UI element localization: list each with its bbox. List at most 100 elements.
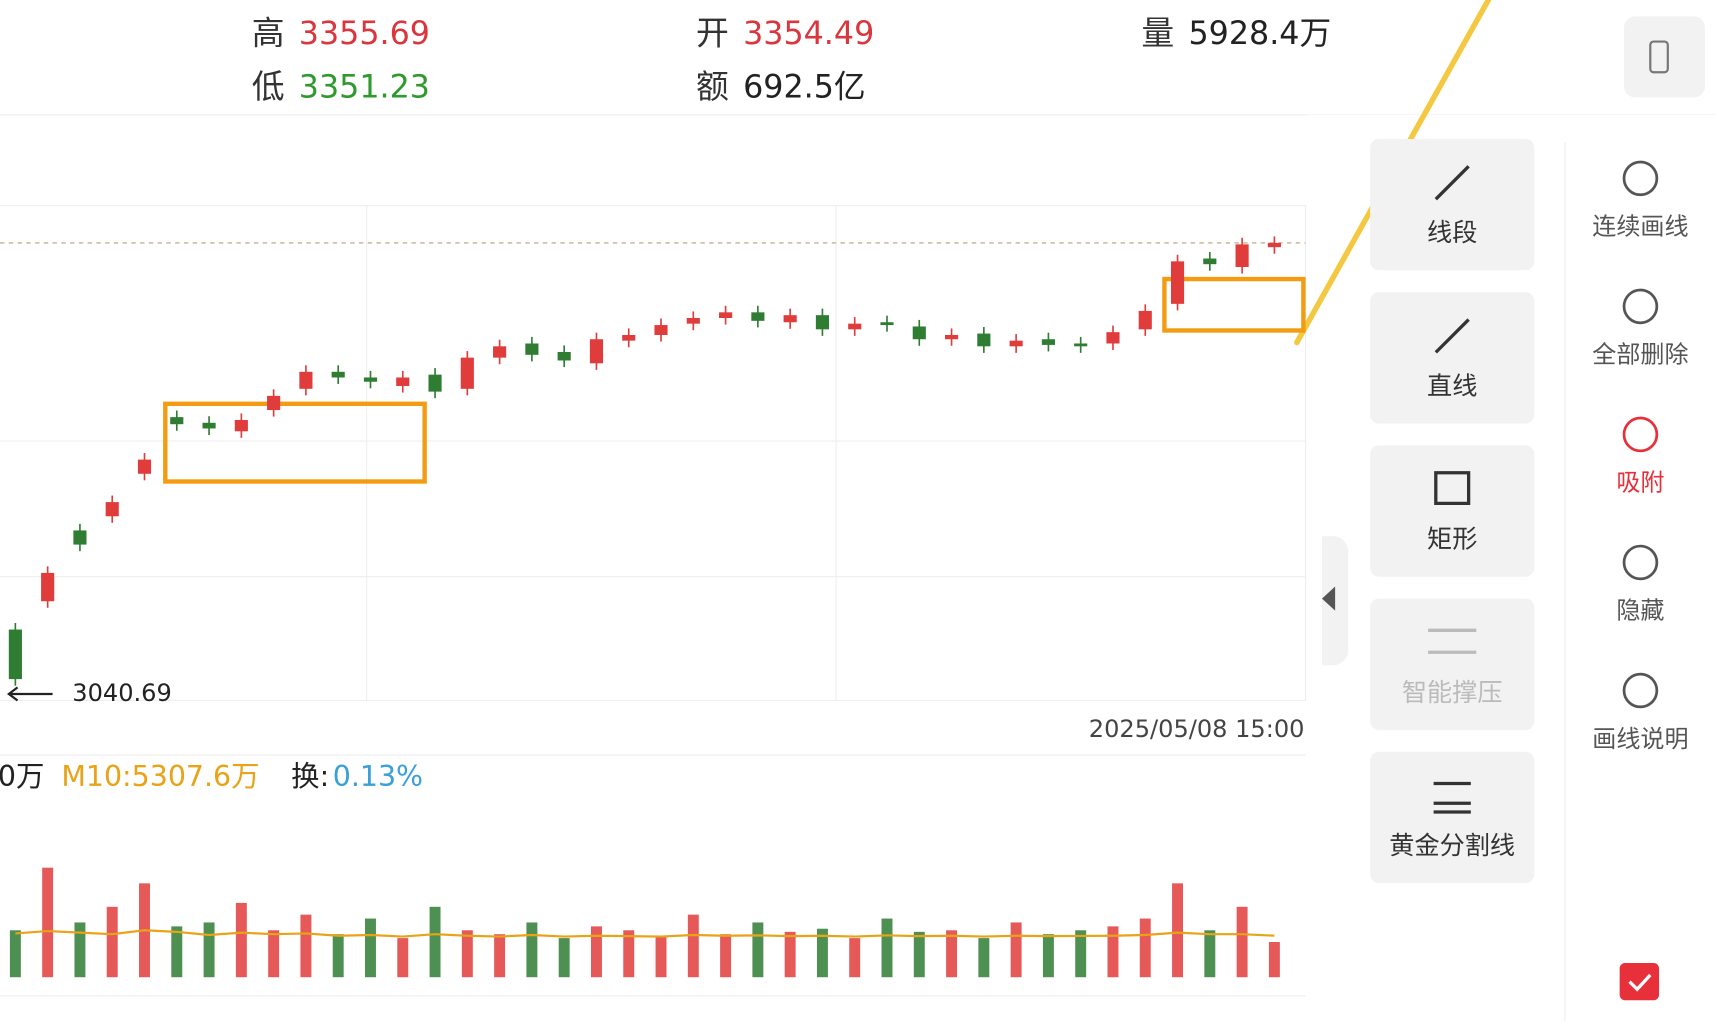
volume-bar (913, 931, 925, 978)
candle-body (1138, 310, 1152, 330)
side-icon[interactable] (1622, 672, 1659, 709)
rectangle-drawing (1162, 276, 1306, 333)
side-label: 吸附 (1616, 469, 1664, 497)
tool-label: 线段 (1427, 218, 1477, 247)
volume-bar (494, 934, 506, 978)
volume-bar (1236, 906, 1248, 978)
low-arrow (6, 686, 53, 702)
confirm-button[interactable] (1619, 963, 1660, 1001)
tool-button[interactable] (1370, 445, 1535, 577)
candle-body (105, 502, 119, 517)
volume-bar (816, 928, 828, 978)
volume-bar (74, 922, 86, 978)
candle-body (202, 422, 216, 429)
candle-body (848, 323, 862, 330)
stat-label: 量 (1141, 15, 1174, 53)
rectangle-drawing (163, 401, 427, 484)
candle-body (331, 371, 345, 378)
side-icon[interactable] (1622, 160, 1659, 197)
candle-body (493, 346, 507, 358)
candle-body (363, 377, 378, 382)
volume-bar (752, 922, 764, 978)
volume-bar (558, 938, 570, 978)
volume-bar (1268, 942, 1280, 978)
candle-body (589, 339, 604, 364)
candle-body (1203, 258, 1217, 265)
candle-body (1267, 242, 1281, 248)
tool-icon (1428, 628, 1477, 654)
volume-bar (300, 914, 312, 978)
tool-label: 智能撑压 (1402, 678, 1503, 707)
candle-body (460, 357, 474, 389)
stat-value: 3354.49 (743, 16, 874, 52)
volume-bar (1107, 926, 1119, 978)
volume-bar (461, 930, 473, 978)
stat-label: 额 (696, 68, 729, 106)
candle-body (815, 315, 830, 330)
candle-body (880, 322, 894, 326)
tool-button[interactable] (1370, 138, 1535, 271)
candle-body (1106, 332, 1120, 344)
tool-icon (1434, 165, 1470, 201)
volume-bar (978, 938, 990, 978)
tool-button[interactable] (1370, 292, 1535, 424)
tool-icon (1434, 318, 1470, 354)
candle-body (234, 419, 248, 432)
candle-body (977, 333, 991, 347)
volume-bar (687, 914, 699, 978)
volume-bar (1010, 922, 1022, 978)
volume-bar (332, 934, 344, 978)
candle-body (719, 312, 733, 318)
stat-value: 3355.69 (299, 16, 430, 52)
candle-body (73, 530, 87, 545)
volume-legend: 0万 (0, 760, 44, 793)
volume-bar (881, 918, 893, 978)
stat-value: 692.5亿 (743, 70, 866, 106)
volume-bar (268, 930, 280, 978)
volume-bar (720, 934, 732, 978)
check-icon (1628, 973, 1652, 992)
volume-bar (1204, 930, 1216, 978)
side-icon[interactable] (1622, 288, 1659, 325)
tool-button[interactable] (1370, 598, 1535, 730)
tool-label: 矩形 (1427, 525, 1477, 554)
candle-body (654, 325, 668, 335)
candle-body (912, 326, 926, 340)
tool-label: 黄金分割线 (1389, 831, 1515, 860)
stat-value: 5928.4万 (1188, 16, 1331, 52)
volume-bar (365, 918, 376, 978)
side-label: 连续画线 (1592, 213, 1688, 241)
candle-body (751, 312, 765, 321)
volume-bar (171, 926, 183, 978)
stat-label: 高 (252, 15, 285, 53)
volume-bar (655, 936, 667, 978)
candle-body (525, 343, 539, 355)
candle-body (8, 629, 22, 680)
volume-bar (849, 938, 861, 978)
candle-body (428, 374, 442, 392)
volume-bar (1075, 930, 1087, 978)
side-label: 隐藏 (1616, 597, 1664, 625)
stat-label: 开 (696, 15, 729, 53)
volume-legend: 换: (291, 760, 329, 793)
candle-body (299, 371, 313, 389)
tool-icon (1433, 781, 1471, 814)
candle-body (1074, 343, 1088, 347)
candle-body (622, 334, 636, 341)
candle-body (41, 572, 55, 602)
tool-icon (1434, 471, 1471, 506)
volume-bar (429, 906, 441, 978)
tool-button[interactable] (1370, 751, 1535, 884)
candle-body (1041, 339, 1055, 345)
low-label: 3040.69 (72, 679, 172, 707)
m10-line (15, 929, 1275, 938)
candle-body (1009, 340, 1023, 347)
side-icon[interactable] (1622, 544, 1659, 581)
stat-label: 低 (252, 68, 285, 106)
candle-body (944, 334, 959, 340)
volume-bar (106, 906, 118, 978)
device-button[interactable] (1624, 16, 1706, 98)
side-icon[interactable] (1622, 416, 1659, 453)
volume-bar (1172, 883, 1184, 978)
collapse-icon (1321, 586, 1336, 611)
